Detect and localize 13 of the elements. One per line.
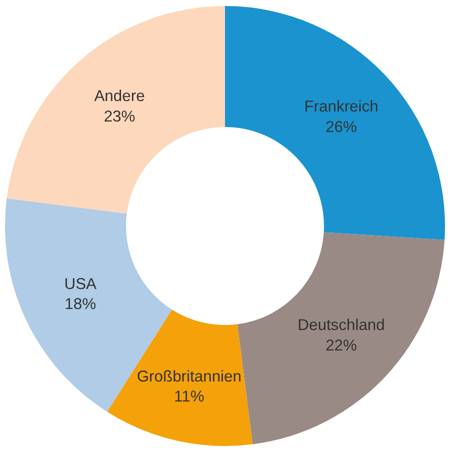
data-label: 26% bbox=[326, 119, 358, 136]
donut-slice bbox=[6, 6, 225, 214]
donut-slice bbox=[107, 310, 253, 446]
data-label: 18% bbox=[64, 296, 96, 314]
donut-slice bbox=[225, 6, 445, 240]
data-label: 23% bbox=[104, 108, 136, 126]
slice-label: Andere bbox=[94, 88, 146, 106]
slice-label: USA bbox=[64, 276, 98, 293]
data-label: 22% bbox=[326, 337, 358, 354]
slice-label: Großbritannien bbox=[136, 368, 242, 386]
data-label: 11% bbox=[174, 388, 204, 406]
slice-label: Deutschland bbox=[298, 317, 385, 334]
slice-label: Frankreich bbox=[304, 98, 378, 116]
